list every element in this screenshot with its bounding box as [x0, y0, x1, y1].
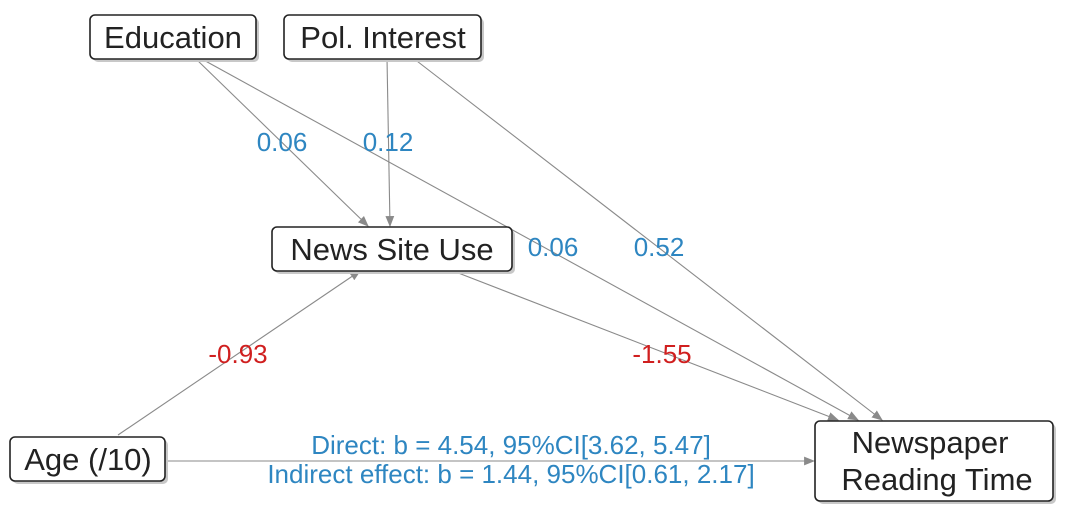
node-news-site-use-label: News Site Use	[290, 232, 493, 267]
coef-pol-interest-to-newspaper: 0.52	[634, 232, 685, 262]
coef-age-to-news-site: -0.93	[208, 339, 267, 369]
node-newspaper-reading-time: Newspaper Reading Time	[814, 420, 1056, 504]
coef-news-site-to-newspaper: -1.55	[632, 339, 691, 369]
node-age-label: Age (/10)	[24, 442, 152, 477]
coef-education-to-newspaper: 0.06	[528, 232, 579, 262]
node-education-label: Education	[104, 20, 242, 55]
indirect-effect-label: Indirect effect: b = 1.44, 95%CI[0.61, 2…	[267, 459, 754, 489]
node-newspaper-label-line1: Newspaper	[852, 425, 1009, 460]
edge-education-to-news-site	[194, 57, 369, 227]
direct-effect-label: Direct: b = 4.54, 95%CI[3.62, 5.47]	[311, 430, 711, 460]
effect-annotations: Direct: b = 4.54, 95%CI[3.62, 5.47] Indi…	[267, 430, 754, 489]
edges	[117, 57, 883, 466]
node-age: Age (/10)	[9, 436, 168, 484]
coefficient-labels: 0.06 0.12 0.06 0.52 -0.93 -1.55	[208, 127, 691, 369]
edge-age-to-news-site	[117, 270, 361, 436]
edge-news-site-to-newspaper	[447, 268, 840, 421]
node-newspaper-label-line2: Reading Time	[841, 462, 1032, 497]
edge-education-to-newspaper	[199, 57, 859, 421]
node-pol-interest: Pol. Interest	[283, 14, 484, 62]
coef-education-to-news-site: 0.06	[257, 127, 308, 157]
node-education: Education	[89, 14, 259, 62]
node-news-site-use: News Site Use	[271, 226, 515, 274]
node-pol-interest-label: Pol. Interest	[300, 20, 466, 55]
coef-pol-interest-to-news-site: 0.12	[363, 127, 414, 157]
edge-pol-interest-to-news-site	[385, 57, 395, 228]
edge-pol-interest-to-newspaper	[412, 57, 883, 421]
